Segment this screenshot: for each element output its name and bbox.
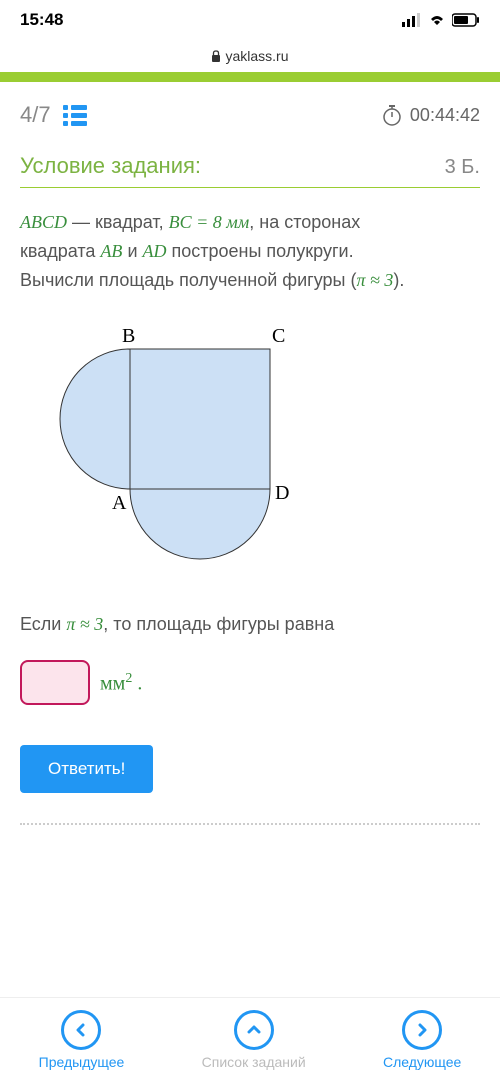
nav-list-label: Список заданий <box>202 1054 306 1070</box>
green-header-bar <box>0 72 500 82</box>
timer: 00:44:42 <box>382 104 480 126</box>
nav-prev[interactable]: Предыдущее <box>39 1010 125 1070</box>
nav-next[interactable]: Следующее <box>383 1010 461 1070</box>
geometry-figure: B C A D <box>40 319 480 584</box>
address-bar: yaklass.ru <box>0 40 500 72</box>
task-header: Условие задания: 3 Б. <box>20 153 480 188</box>
problem-text: ABCD — квадрат, BC = 8 мм, на сторонах к… <box>20 208 480 294</box>
unit-label: мм2 . <box>100 671 142 696</box>
nav-next-label: Следующее <box>383 1054 461 1070</box>
label-b: B <box>122 325 135 347</box>
stopwatch-icon <box>382 104 402 126</box>
answer-input[interactable] <box>20 660 90 705</box>
signal-icon <box>402 13 422 27</box>
label-d: D <box>275 482 289 504</box>
battery-icon <box>452 13 480 27</box>
task-title: Условие задания: <box>20 153 201 179</box>
math-bc: BC = 8 мм <box>169 212 250 232</box>
math-ad: AD <box>143 241 167 261</box>
progress-indicator: 4/7 <box>20 102 87 128</box>
status-time: 15:48 <box>20 10 63 30</box>
wifi-icon <box>428 13 446 27</box>
list-icon[interactable] <box>63 105 87 126</box>
progress-row: 4/7 00:44:42 <box>20 102 480 128</box>
main-content: 4/7 00:44:42 Условие задания: 3 Б. ABCD … <box>0 82 500 845</box>
math-ab: AB <box>100 241 122 261</box>
progress-total: /7 <box>32 102 50 127</box>
nav-list[interactable]: Список заданий <box>202 1010 306 1070</box>
nav-prev-label: Предыдущее <box>39 1054 125 1070</box>
task-points: 3 Б. <box>445 156 480 179</box>
status-bar: 15:48 <box>0 0 500 40</box>
status-icons <box>402 13 480 27</box>
divider <box>20 823 480 825</box>
math-pi-2: π ≈ 3 <box>66 614 103 634</box>
bottom-nav: Предыдущее Список заданий Следующее <box>0 997 500 1082</box>
progress-current: 4 <box>20 102 32 127</box>
result-text: Если π ≈ 3, то площадь фигуры равна <box>20 614 480 635</box>
address-text: yaklass.ru <box>225 48 288 64</box>
chevron-left-icon <box>61 1010 101 1050</box>
chevron-up-icon <box>234 1010 274 1050</box>
submit-button[interactable]: Ответить! <box>20 745 153 793</box>
timer-value: 00:44:42 <box>410 105 480 126</box>
chevron-right-icon <box>402 1010 442 1050</box>
math-pi: π ≈ 3 <box>356 270 393 290</box>
label-c: C <box>272 325 285 347</box>
math-abcd: ABCD <box>20 212 67 232</box>
label-a: A <box>112 492 127 514</box>
lock-icon <box>211 50 221 62</box>
answer-row: мм2 . <box>20 660 480 705</box>
